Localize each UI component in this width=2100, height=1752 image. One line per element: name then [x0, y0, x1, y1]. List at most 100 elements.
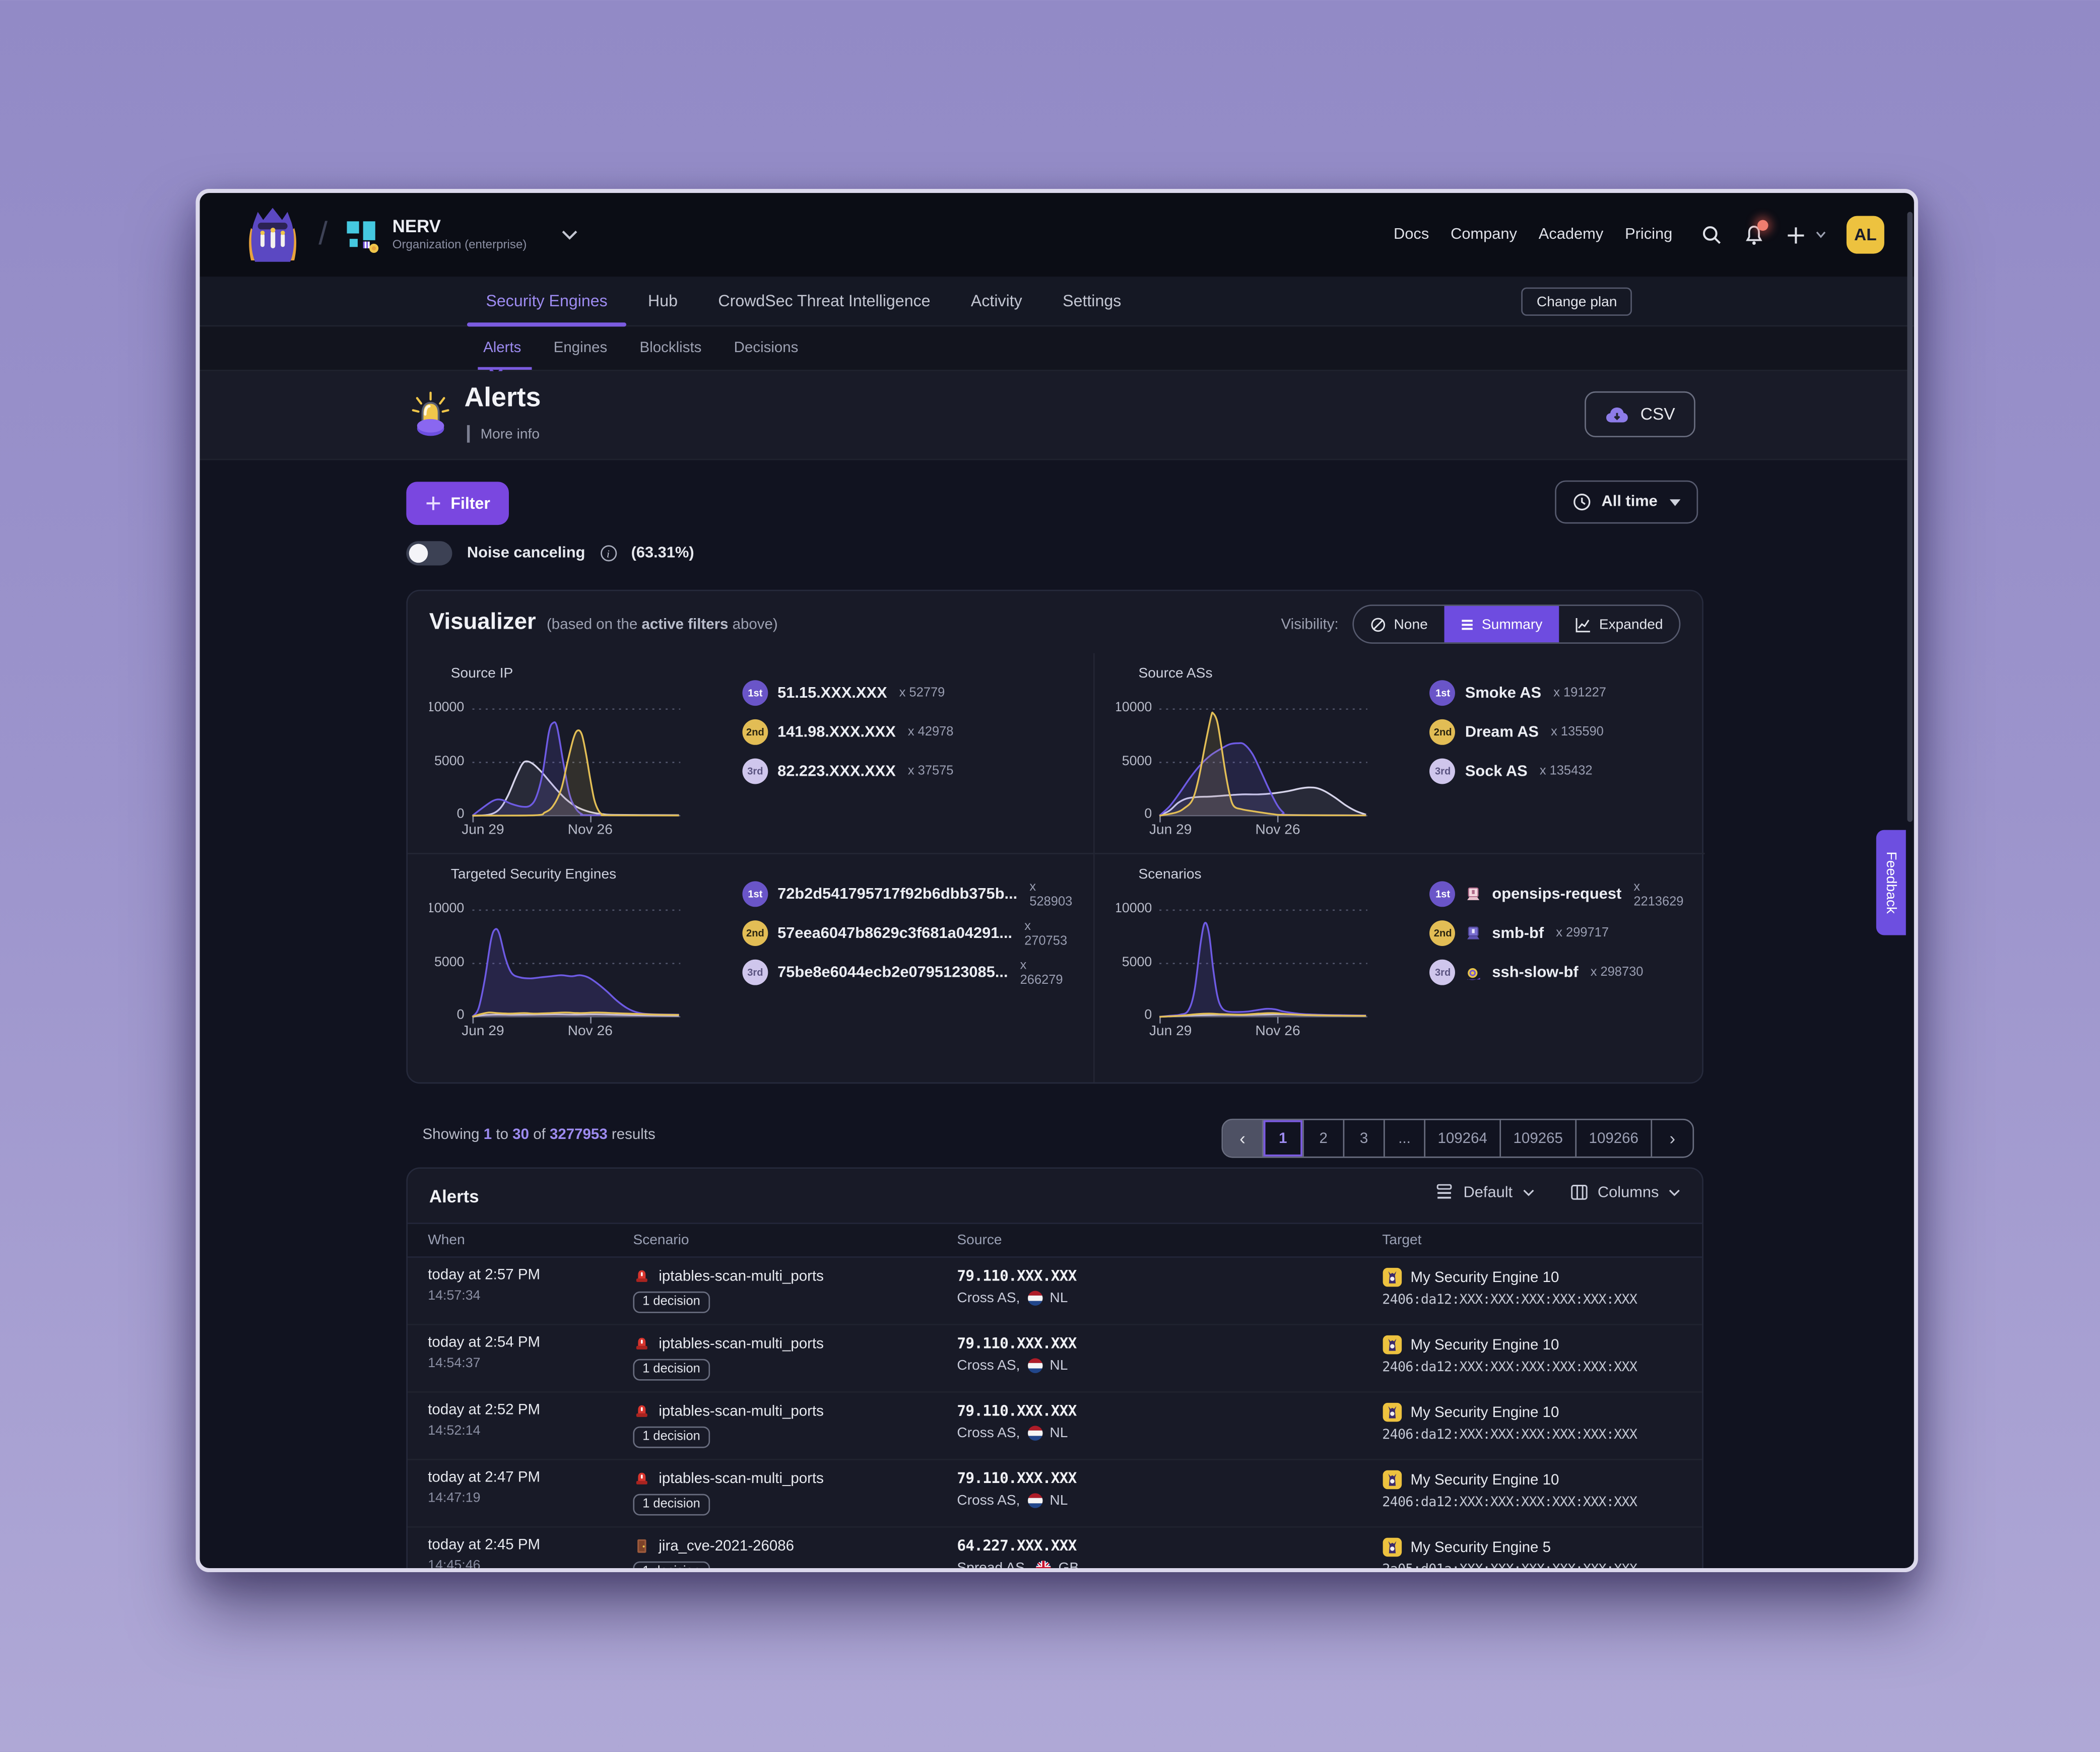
- nav-tab-security-engines[interactable]: Security Engines: [467, 291, 627, 327]
- table-row[interactable]: today at 2:57 PM 14:57:34 iptables-scan-mu…: [408, 1258, 1702, 1325]
- cell-source: 79.110.XXX.XXX Cross AS, NL: [957, 1267, 1382, 1313]
- breadcrumb-slash: /: [318, 216, 328, 252]
- door-icon: [633, 1537, 650, 1555]
- pagination-page-1[interactable]: 1: [1264, 1120, 1304, 1157]
- laptop-pink-icon: [1465, 886, 1483, 902]
- pagination-page-109265[interactable]: 109265: [1501, 1120, 1577, 1157]
- column-header-source: Source: [957, 1232, 1002, 1249]
- add-menu-icon[interactable]: [1786, 225, 1806, 245]
- chart-area: 10000 5000 0 Jun 29 Nov 26: [429, 687, 683, 838]
- pagination-next-button[interactable]: ›: [1669, 1128, 1676, 1149]
- rank-item[interactable]: 2nd Dream AS x 135590: [1430, 718, 1683, 746]
- rankings-list: 1st Smoke AS x 191227 2nd Dream AS x 135590 3r…: [1406, 662, 1683, 853]
- header-link-company[interactable]: Company: [1451, 227, 1517, 243]
- columns-dropdown[interactable]: Columns: [1569, 1183, 1681, 1201]
- org-switcher[interactable]: NERV Organization (enterprise): [344, 217, 527, 253]
- rank-item[interactable]: 1st opensips-request x 2213629: [1430, 879, 1684, 909]
- rank-item[interactable]: 3rd Sock AS x 135432: [1430, 757, 1683, 785]
- add-menu-chevron-icon[interactable]: [1815, 231, 1826, 239]
- cell-when: today at 2:47 PM 14:47:19: [428, 1469, 633, 1515]
- rank-item[interactable]: 3rd 75be8e6044ecb2e0795123085... x 266279: [742, 958, 1072, 987]
- rank-count: x 2213629: [1633, 879, 1684, 909]
- time-range-dropdown[interactable]: All time: [1555, 480, 1698, 524]
- rank-item[interactable]: 1st 72b2d541795717f92b6dbb375b... x 528903: [742, 879, 1073, 909]
- decision-count-badge[interactable]: 1 decision: [633, 1426, 710, 1448]
- org-chevron-down-icon[interactable]: [562, 229, 578, 240]
- subnav-tab-decisions[interactable]: Decisions: [734, 340, 799, 357]
- rank-item[interactable]: 1st 51.15.XXX.XXX x 52779: [742, 679, 1072, 707]
- header-link-docs[interactable]: Docs: [1394, 227, 1429, 243]
- density-dropdown[interactable]: Default: [1435, 1183, 1534, 1201]
- user-avatar[interactable]: AL: [1846, 216, 1884, 254]
- notifications-bell-icon[interactable]: [1743, 219, 1768, 246]
- decision-count-badge[interactable]: 1 decision: [633, 1291, 710, 1313]
- scenario-name-line: jira_cve-2021-26086: [633, 1537, 957, 1555]
- rank-item[interactable]: 2nd 57eea6047b8629c3f681a04291... x 270753: [742, 918, 1072, 948]
- pagination-ellipsis: ...: [1385, 1120, 1426, 1157]
- table-row[interactable]: today at 2:54 PM 14:54:37 iptables-scan-mu…: [408, 1325, 1702, 1393]
- rank-label: 75be8e6044ecb2e0795123085...: [777, 964, 1008, 981]
- visibility-option-label: None: [1394, 616, 1428, 633]
- pagination-page-109264[interactable]: 109264: [1425, 1120, 1501, 1157]
- visibility-option-summary[interactable]: Summary: [1443, 605, 1559, 643]
- subnav-tab-blocklists[interactable]: Blocklists: [639, 340, 702, 357]
- table-row[interactable]: today at 2:47 PM 14:47:19 iptables-scan-mu…: [408, 1460, 1702, 1528]
- subnav-tab-alerts[interactable]: Alerts: [478, 340, 533, 377]
- x-axis-tick: Jun 29: [462, 822, 504, 838]
- scenario-name-line: iptables-scan-multi_ports: [633, 1469, 957, 1487]
- pagination-page-109266[interactable]: 109266: [1577, 1120, 1653, 1157]
- snail-icon: [1465, 964, 1483, 980]
- change-plan-button[interactable]: Change plan: [1522, 287, 1632, 316]
- visibility-option-expanded[interactable]: Expanded: [1558, 606, 1679, 642]
- more-info-link[interactable]: More info: [467, 425, 540, 443]
- nav-tab-crowdsec-threat-intelligence[interactable]: CrowdSec Threat Intelligence: [718, 291, 931, 311]
- info-icon[interactable]: i: [600, 545, 617, 562]
- org-name: NERV: [392, 216, 441, 237]
- pagination-prev-button[interactable]: ‹: [1223, 1120, 1264, 1157]
- nav-tab-settings[interactable]: Settings: [1063, 291, 1122, 311]
- subnav-tab-engines[interactable]: Engines: [553, 340, 608, 357]
- when-time: 14:52:14: [428, 1424, 481, 1439]
- decision-count-badge[interactable]: 1 decision: [633, 1359, 710, 1381]
- mascot-logo-icon[interactable]: [246, 204, 300, 266]
- chart-source-ip: [472, 708, 681, 823]
- plus-icon: [425, 495, 441, 511]
- table-row[interactable]: today at 2:45 PM 14:45:46 jira_cve-2021-26…: [408, 1528, 1702, 1568]
- siren-icon: [633, 1267, 650, 1285]
- when-date: today at 2:52 PM: [428, 1402, 541, 1419]
- table-row[interactable]: today at 2:52 PM 14:52:14 iptables-scan-mu…: [408, 1393, 1702, 1460]
- feedback-button[interactable]: Feedback: [1876, 830, 1906, 935]
- header-link-pricing[interactable]: Pricing: [1625, 227, 1673, 243]
- scenario-name: iptables-scan-multi_ports: [659, 1335, 824, 1352]
- rank-item[interactable]: 3rd 82.223.XXX.XXX x 37575: [742, 757, 1072, 785]
- csv-export-button[interactable]: CSV: [1585, 391, 1695, 437]
- pagination-page-2[interactable]: 2: [1304, 1120, 1345, 1157]
- rank-count: x 528903: [1029, 879, 1073, 909]
- filter-button[interactable]: Filter: [406, 482, 509, 525]
- rank-item[interactable]: 2nd smb-bf x 299717: [1430, 919, 1683, 947]
- decision-count-badge[interactable]: 1 decision: [633, 1561, 710, 1568]
- target-engine-name: My Security Engine 5: [1410, 1539, 1551, 1556]
- rank-item[interactable]: 3rd ssh-slow-bf x 298730: [1430, 958, 1683, 986]
- visibility-option-none[interactable]: None: [1353, 606, 1444, 642]
- scrollbar-thumb[interactable]: [1907, 212, 1913, 822]
- engine-avatar-icon: [1382, 1335, 1402, 1355]
- noise-canceling-toggle[interactable]: [406, 541, 452, 566]
- rank-badge-2nd: 2nd: [1430, 920, 1456, 946]
- header-link-academy[interactable]: Academy: [1538, 227, 1604, 243]
- rank-item[interactable]: 2nd 141.98.XXX.XXX x 42978: [742, 718, 1072, 746]
- source-as: Cross AS,: [957, 1492, 1020, 1509]
- visualizer-card: Visualizer (based on the active filters …: [406, 589, 1705, 1084]
- source-ip: 64.227.XXX.XXX: [957, 1537, 1077, 1555]
- nav-tab-activity[interactable]: Activity: [970, 291, 1022, 311]
- visibility-option-label: Summary: [1481, 616, 1543, 633]
- decision-count-badge[interactable]: 1 decision: [633, 1494, 710, 1516]
- pagination-page-3[interactable]: 3: [1344, 1120, 1385, 1157]
- cell-scenario: iptables-scan-multi_ports 1 decision: [633, 1469, 957, 1516]
- y-axis-tick: 10000: [1117, 700, 1152, 715]
- rank-item[interactable]: 1st Smoke AS x 191227: [1430, 679, 1683, 707]
- chart-targeted-security-engines: [472, 909, 681, 1024]
- list-icon: [1460, 618, 1474, 631]
- search-icon[interactable]: [1701, 224, 1723, 246]
- nav-tab-hub[interactable]: Hub: [648, 291, 678, 311]
